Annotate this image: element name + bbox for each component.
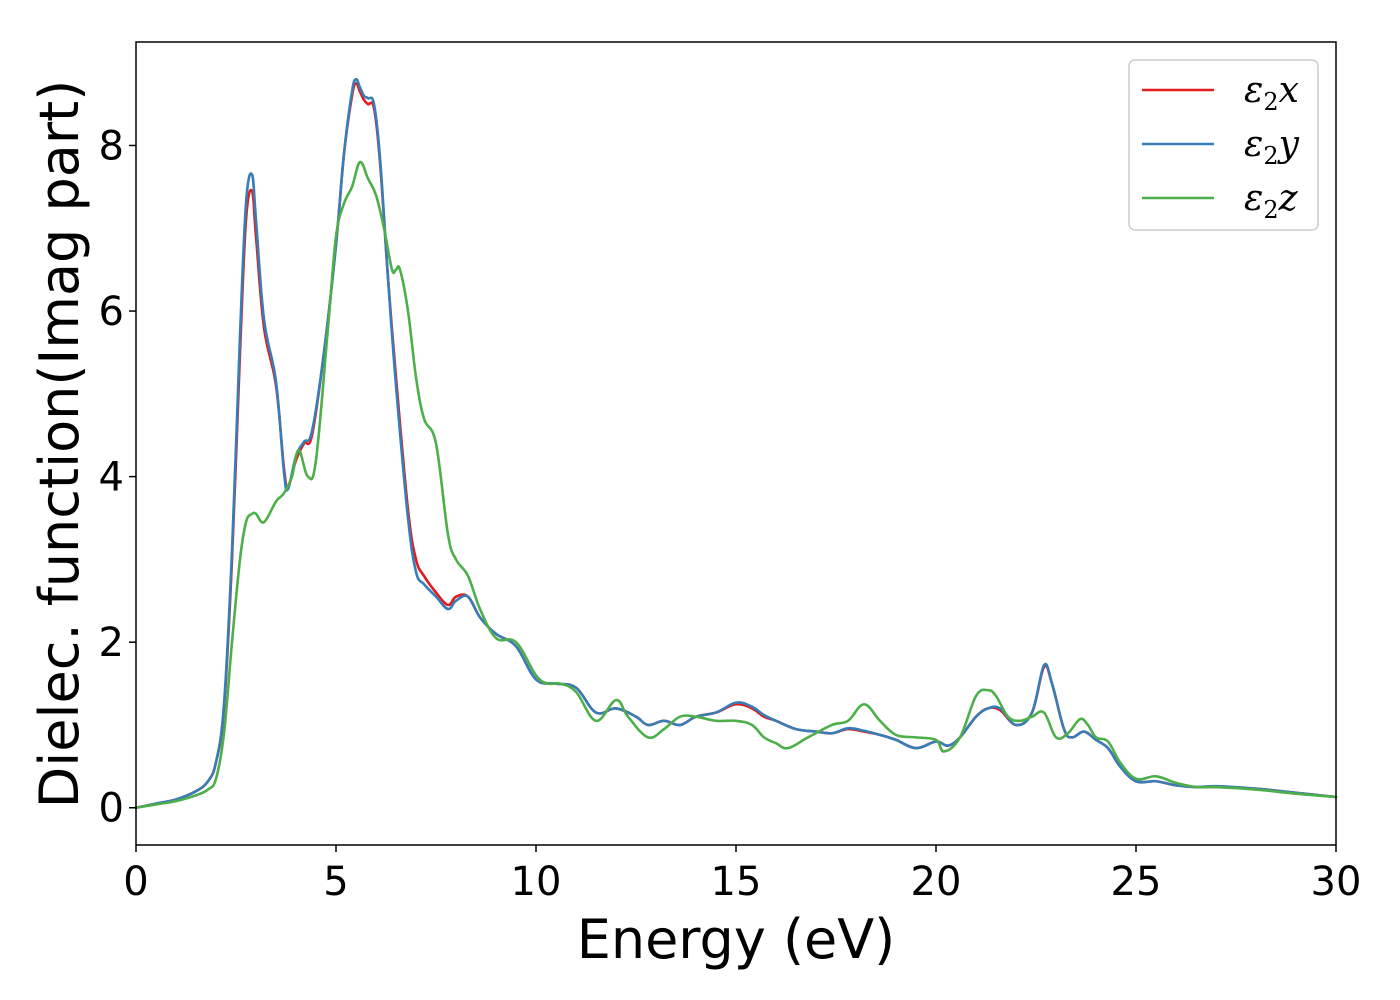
y-tick-label: 0 — [99, 786, 124, 832]
y-tick-label: 4 — [99, 455, 124, 501]
x-tick-label: 25 — [1111, 859, 1162, 905]
legend: ε2x ε2y ε2z — [1128, 59, 1319, 231]
y-tick-label: 2 — [99, 620, 124, 666]
x-axis-label: Energy (eV) — [577, 908, 896, 971]
x-tick-label: 0 — [123, 859, 148, 905]
legend-label-z: ε2z — [1244, 178, 1299, 224]
tick-layer: 0 5 10 15 20 25 30 0 2 4 6 8 — [99, 123, 1362, 905]
legend-label-x: ε2x — [1244, 70, 1299, 116]
y-tick-label: 8 — [99, 123, 124, 169]
legend-label-y: ε2y — [1244, 124, 1300, 170]
series-line-z — [134, 160, 1338, 810]
series-layer — [134, 77, 1338, 810]
x-tick-label: 20 — [911, 859, 962, 905]
y-tick-label: 6 — [99, 289, 124, 335]
legend-box — [1128, 59, 1319, 231]
x-tick-label: 5 — [323, 859, 348, 905]
y-axis-label: Dielec. function(Imag part) — [28, 80, 91, 809]
x-tick-label: 30 — [1311, 859, 1362, 905]
x-tick-label: 15 — [711, 859, 762, 905]
x-tick-label: 10 — [511, 859, 562, 905]
